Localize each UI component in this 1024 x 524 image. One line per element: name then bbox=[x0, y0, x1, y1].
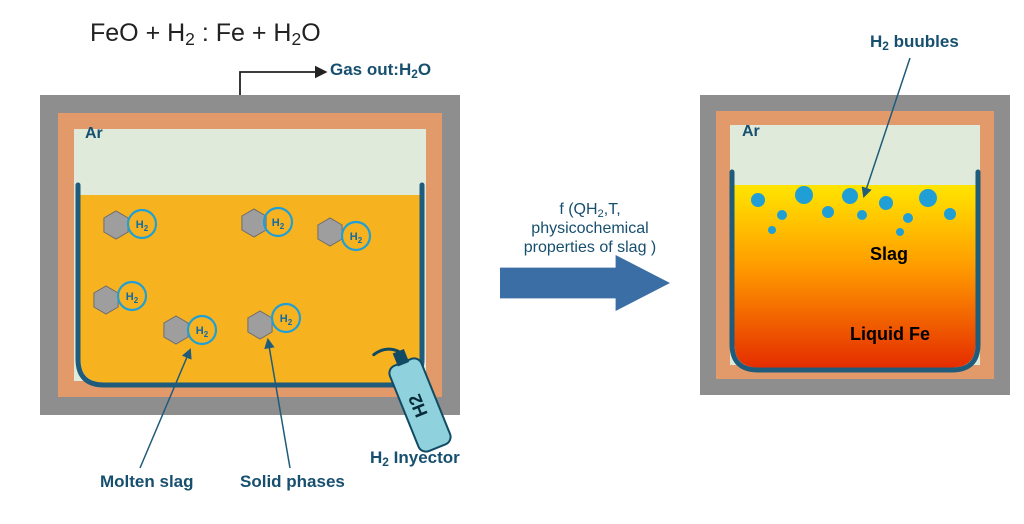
h2-bubble-dot bbox=[751, 193, 765, 207]
ar-label-left: Ar bbox=[85, 124, 103, 143]
ar-label-right: Ar bbox=[742, 122, 760, 141]
h2-bubble-dot bbox=[768, 226, 776, 234]
h2-bubble-dot bbox=[903, 213, 913, 223]
liquid-fe-region-label: Liquid Fe bbox=[850, 324, 930, 346]
h2-bubble-dot bbox=[896, 228, 904, 236]
solid-phases-label: Solid phases bbox=[240, 472, 345, 492]
h2-injector-label: H2 Inyector bbox=[370, 448, 460, 468]
h2-bubble-dot bbox=[879, 196, 893, 210]
reaction-equation: FeO + H2 : Fe + H2O bbox=[90, 18, 321, 48]
h2-bubble-dot bbox=[822, 206, 834, 218]
gas-out-label: Gas out:H2O bbox=[330, 60, 431, 80]
h2-bubble-dot bbox=[919, 189, 937, 207]
molten-slag-label: Molten slag bbox=[100, 472, 194, 492]
h2-bubble-dot bbox=[795, 186, 813, 204]
transition-arrow bbox=[500, 255, 670, 311]
h2-bubbles-label: H2 buubles bbox=[870, 32, 959, 52]
h2-bubble-dot bbox=[777, 210, 787, 220]
slag-region-label: Slag bbox=[870, 244, 908, 266]
h2-bubble-dot bbox=[857, 210, 867, 220]
h2-bubble-dot bbox=[944, 208, 956, 220]
fn-label: f (QH2,T, physicochemical properties of … bbox=[500, 200, 680, 258]
h2-bubble-dot bbox=[842, 188, 858, 204]
